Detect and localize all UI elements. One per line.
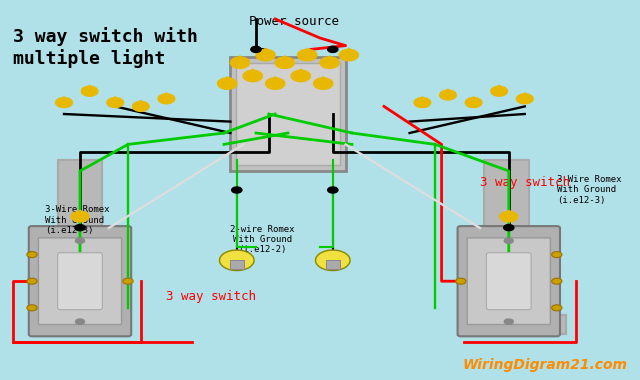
Polygon shape: [468, 97, 479, 103]
Text: 3 way switch: 3 way switch: [480, 176, 570, 189]
Polygon shape: [493, 85, 505, 91]
Polygon shape: [442, 89, 454, 95]
Circle shape: [552, 278, 562, 284]
Polygon shape: [316, 77, 330, 84]
Text: 3-Wire Romex
With Ground
(i.e12-3): 3-Wire Romex With Ground (i.e12-3): [45, 206, 109, 235]
Wedge shape: [275, 57, 294, 68]
Wedge shape: [491, 86, 508, 96]
Polygon shape: [84, 85, 95, 91]
Circle shape: [27, 305, 37, 311]
Bar: [236, 63, 340, 165]
Wedge shape: [71, 211, 89, 222]
FancyBboxPatch shape: [38, 238, 122, 325]
Wedge shape: [465, 98, 482, 108]
Wedge shape: [218, 78, 237, 89]
Polygon shape: [74, 210, 86, 217]
Circle shape: [552, 252, 562, 258]
Polygon shape: [278, 56, 291, 63]
Bar: [230, 57, 346, 171]
Text: WiringDigram21.com: WiringDigram21.com: [462, 358, 627, 372]
Text: 3-Wire Romex
With Ground
(i.e12-3): 3-Wire Romex With Ground (i.e12-3): [557, 175, 621, 205]
Polygon shape: [109, 97, 121, 103]
Wedge shape: [158, 94, 175, 104]
Bar: [483, 315, 566, 334]
Polygon shape: [519, 93, 531, 99]
Polygon shape: [220, 77, 234, 84]
Polygon shape: [323, 56, 336, 63]
Polygon shape: [417, 97, 428, 103]
Wedge shape: [298, 49, 317, 61]
Polygon shape: [342, 48, 355, 55]
Circle shape: [504, 238, 513, 244]
Polygon shape: [233, 56, 246, 63]
Text: Power source: Power source: [250, 15, 339, 28]
Circle shape: [251, 46, 261, 52]
Circle shape: [316, 250, 350, 271]
Wedge shape: [414, 98, 431, 108]
Circle shape: [76, 319, 84, 324]
Wedge shape: [339, 49, 358, 61]
Polygon shape: [268, 77, 282, 84]
Polygon shape: [259, 48, 272, 55]
Wedge shape: [256, 49, 275, 61]
Circle shape: [27, 252, 37, 258]
Polygon shape: [161, 93, 172, 99]
Wedge shape: [243, 70, 262, 82]
Wedge shape: [440, 90, 456, 100]
Text: 3 way switch with
multiple light: 3 way switch with multiple light: [13, 27, 198, 68]
Polygon shape: [246, 69, 259, 76]
Wedge shape: [314, 78, 333, 89]
FancyBboxPatch shape: [29, 226, 131, 336]
Circle shape: [232, 187, 242, 193]
Circle shape: [27, 278, 37, 284]
Wedge shape: [266, 78, 285, 89]
Circle shape: [504, 225, 514, 231]
FancyBboxPatch shape: [486, 253, 531, 310]
Polygon shape: [294, 69, 307, 76]
Bar: [326, 260, 339, 269]
Circle shape: [504, 319, 513, 324]
Wedge shape: [56, 98, 72, 108]
Text: 2-wire Romex
With Ground
(i.e12-2): 2-wire Romex With Ground (i.e12-2): [230, 225, 294, 254]
Text: 3 way switch: 3 way switch: [166, 290, 257, 303]
Circle shape: [123, 278, 133, 284]
Polygon shape: [300, 48, 314, 55]
Bar: [484, 160, 529, 334]
Wedge shape: [230, 57, 250, 68]
FancyBboxPatch shape: [467, 238, 550, 325]
Bar: [230, 260, 243, 269]
Polygon shape: [135, 100, 147, 106]
Bar: [58, 160, 102, 334]
FancyBboxPatch shape: [458, 226, 560, 336]
Wedge shape: [291, 70, 310, 82]
Wedge shape: [516, 94, 533, 104]
Polygon shape: [502, 210, 515, 217]
Circle shape: [552, 305, 562, 311]
Wedge shape: [320, 57, 339, 68]
Wedge shape: [132, 101, 149, 111]
Circle shape: [456, 278, 466, 284]
FancyBboxPatch shape: [58, 253, 102, 310]
Bar: [32, 315, 115, 334]
Circle shape: [328, 187, 338, 193]
Wedge shape: [107, 98, 124, 108]
Circle shape: [220, 250, 254, 271]
Circle shape: [76, 238, 84, 244]
Circle shape: [75, 225, 85, 231]
Polygon shape: [58, 97, 70, 103]
Wedge shape: [81, 86, 98, 96]
Circle shape: [328, 46, 338, 52]
Wedge shape: [500, 211, 518, 222]
